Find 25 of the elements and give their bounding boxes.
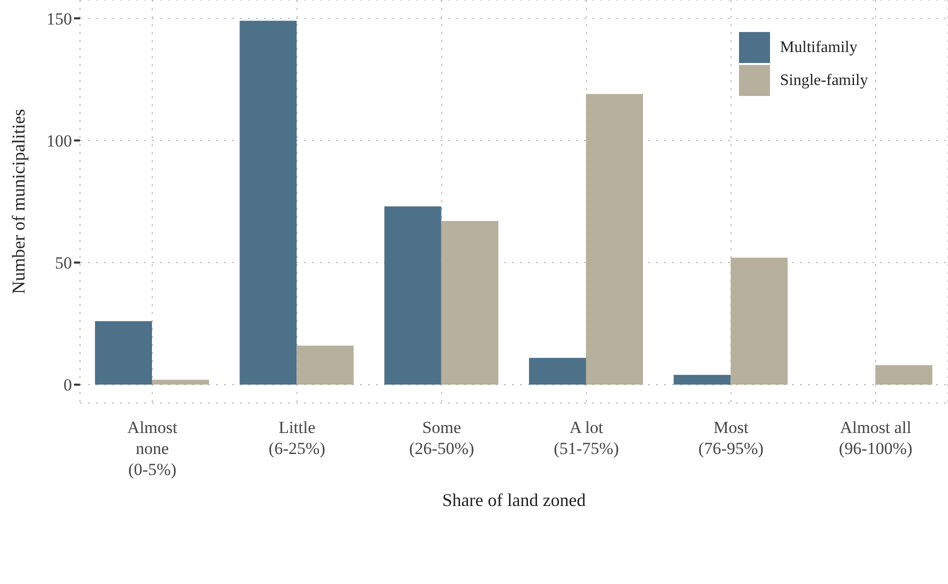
legend-label: Single-family [780, 72, 868, 90]
y-tick-label: 100 [46, 131, 72, 150]
bar [384, 206, 442, 385]
bar [95, 321, 152, 385]
bar [875, 365, 932, 385]
bar [152, 380, 209, 385]
x-tick-label: A lot (51-75%) [554, 418, 619, 458]
bar [240, 20, 297, 385]
bar [296, 346, 354, 385]
x-axis-title: Share of land zoned [442, 490, 586, 510]
x-tick-label: Some (26-50%) [409, 418, 474, 458]
y-tick-label: 150 [46, 9, 72, 28]
bar [730, 258, 788, 385]
x-tick-label: Almost all (96-100%) [838, 418, 912, 458]
bar [529, 358, 586, 385]
bar [674, 374, 731, 385]
y-tick-label: 50 [55, 254, 72, 273]
x-tick-label: Little (6-25%) [268, 418, 326, 458]
y-axis-title: Number of municipalities [8, 109, 28, 294]
bar [586, 94, 643, 385]
y-tick-label: 0 [64, 376, 72, 395]
x-tick-label: Most (76-95%) [698, 418, 764, 458]
x-tick-label: Almost none (0-5%) [127, 418, 178, 479]
bar [441, 221, 498, 385]
legend-label: Multifamily [780, 38, 858, 56]
